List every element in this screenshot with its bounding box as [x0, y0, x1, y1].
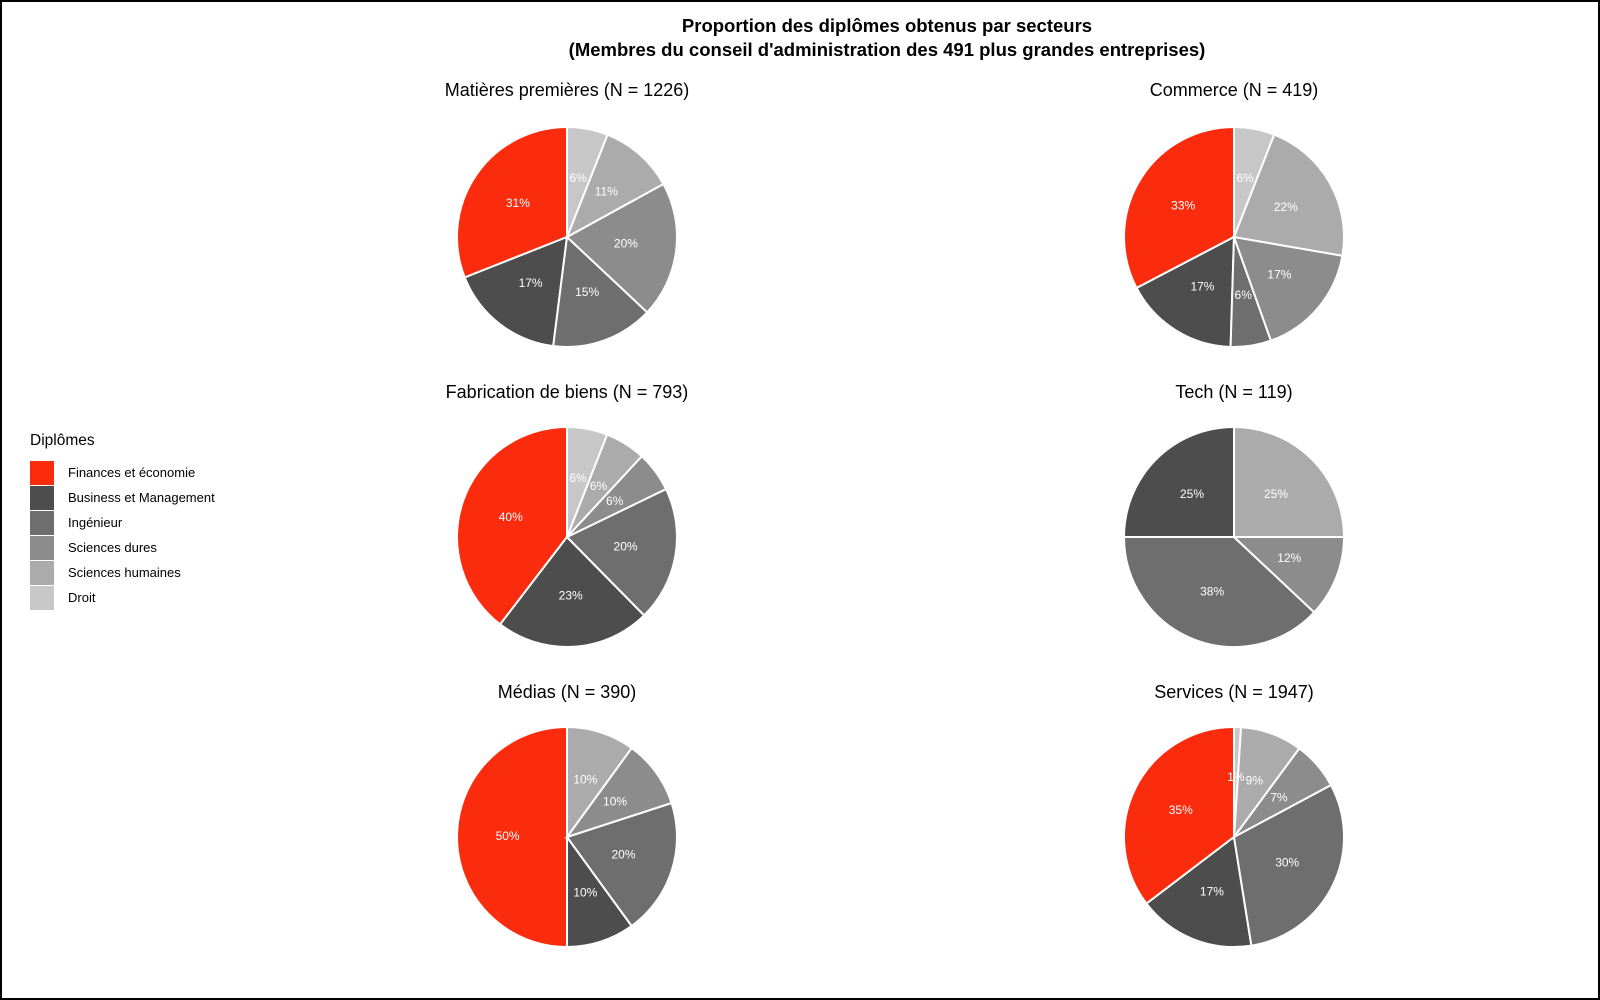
pie-chart: 35% 17% 30% 7% 9%1%: [1123, 725, 1345, 948]
legend-item: Sciences humaines: [30, 560, 215, 585]
pie-slice-label: 25%: [1264, 487, 1288, 501]
pie-slice-label: 6%: [1235, 288, 1253, 302]
pie-slice-label: 23%: [559, 588, 583, 602]
pie-chart: 31% 17% 15% 20% 11% 6%: [456, 125, 678, 348]
pie-slice-label: 11%: [595, 185, 618, 199]
pie-chart: 25% 38% 12% 25%: [1122, 425, 1346, 648]
pie-slice: [1233, 725, 1243, 838]
pie-slice: [1145, 835, 1253, 948]
pie-slice-label: 15%: [575, 285, 599, 299]
legend-item: Finances et économie: [30, 460, 215, 485]
pie-slice-label: 40%: [499, 510, 523, 524]
pie-slice: [565, 182, 678, 314]
pie-slice-label: 6%: [590, 479, 608, 493]
chart-title-line1: Proportion des diplômes obtenus par sect…: [681, 15, 1093, 36]
legend-item-label: Sciences humaines: [68, 565, 181, 580]
pie-slice: [456, 725, 568, 949]
pie-slice: [1233, 125, 1276, 238]
pie-slice-label: 6%: [569, 471, 587, 485]
legend-item: Ingénieur: [30, 510, 215, 535]
pie-slice: [565, 133, 665, 240]
pie-title: Médias (N = 390): [497, 682, 637, 702]
pie-slice: [1122, 425, 1235, 538]
legend-item-label: Business et Management: [68, 490, 215, 505]
legend-swatch: [30, 585, 54, 610]
pie-slice: [566, 125, 609, 238]
legend-item-label: Droit: [68, 590, 96, 605]
chart-title-line2: (Membres du conseil d'administration des…: [568, 39, 1206, 60]
pie-slice: [1232, 235, 1344, 342]
pie-title: Commerce (N = 419): [1149, 80, 1319, 100]
pie-slice-label: 38%: [1200, 584, 1224, 598]
pie-slice: [1231, 536, 1346, 614]
pie-slice: [1123, 125, 1235, 290]
pie-slice: [565, 801, 678, 928]
pie-slice-label: 17%: [1267, 267, 1291, 281]
pie-slice: [565, 487, 678, 617]
pie-slice-label: 35%: [1169, 803, 1193, 817]
pie-slice: [498, 535, 646, 648]
legend-swatch: [30, 510, 54, 535]
pie-slice-label: 25%: [1180, 487, 1204, 501]
legend: Diplômes Finances et économie Business et…: [30, 432, 215, 610]
pie-chart: 50% 10% 20% 10% 10%: [456, 725, 678, 949]
pie-slice: [456, 125, 568, 279]
pie-title: Tech (N = 119): [1175, 382, 1293, 402]
pie-slice-label: 17%: [1190, 280, 1214, 294]
pie-slice-label: 6%: [606, 494, 624, 508]
pie-slice-label: 7%: [1270, 790, 1288, 804]
legend-swatch: [30, 535, 54, 560]
pie-slice-label: 10%: [573, 773, 597, 787]
pie-slice-label: 12%: [1277, 551, 1301, 565]
pie-slice-label: 1%: [1227, 770, 1245, 784]
pie-slice: [1135, 235, 1236, 348]
pie-slice: [1232, 783, 1345, 947]
pie-slice-label: 10%: [573, 886, 597, 900]
pie-slice-label: 10%: [603, 794, 627, 808]
pie-slice-label: 20%: [614, 237, 638, 251]
legend-item-label: Sciences dures: [68, 540, 157, 555]
legend-items: Finances et économie Business et Manageme…: [30, 460, 215, 610]
pie-chart: 40%23%20%6%6%6%: [456, 425, 678, 648]
pie-slice-label: 17%: [519, 276, 543, 290]
pie-slice-label: 31%: [506, 196, 530, 210]
pie-slice: [566, 425, 609, 538]
legend-swatch: [30, 485, 54, 510]
pie-chart: 33% 17% 6% 17% 22% 6%: [1123, 125, 1345, 348]
pie-slice: [1123, 725, 1235, 906]
pie-slice-label: 33%: [1171, 198, 1195, 212]
pie-slice-label: 6%: [1236, 171, 1254, 185]
pie-title: Services (N = 1947): [1154, 682, 1314, 702]
pie-slice: [456, 425, 568, 626]
legend-swatch: [30, 460, 54, 485]
pie-slice: [463, 235, 569, 348]
legend-swatch: [30, 560, 54, 585]
pie-slice: [1233, 425, 1346, 538]
legend-item-label: Ingénieur: [68, 515, 123, 530]
legend-item: Droit: [30, 585, 215, 610]
pie-title: Fabrication de biens (N = 793): [445, 382, 689, 402]
pie-slice-label: 20%: [611, 848, 635, 862]
pie-slice-label: 22%: [1274, 200, 1298, 214]
pie-slice: [1232, 133, 1345, 257]
pie-title: Matières premières (N = 1226): [444, 80, 690, 100]
legend-item: Sciences dures: [30, 535, 215, 560]
pie-slice-label: 50%: [496, 829, 520, 843]
pie-slice-label: 9%: [1246, 773, 1264, 787]
pie-slice-label: 20%: [614, 539, 638, 553]
pie-slice: [566, 725, 634, 841]
legend-item: Business et Management: [30, 485, 215, 510]
pie-slice-label: 6%: [569, 171, 587, 185]
pie-slice: [552, 234, 649, 348]
pie-slice-label: 17%: [1200, 884, 1224, 898]
chart-title: Proportion des diplômes obtenus par sect…: [287, 14, 1487, 62]
pie-slice-label: 30%: [1275, 856, 1299, 870]
legend-title: Diplômes: [30, 432, 95, 449]
pie-slice: [1122, 536, 1316, 648]
legend-item-label: Finances et économie: [68, 465, 196, 480]
